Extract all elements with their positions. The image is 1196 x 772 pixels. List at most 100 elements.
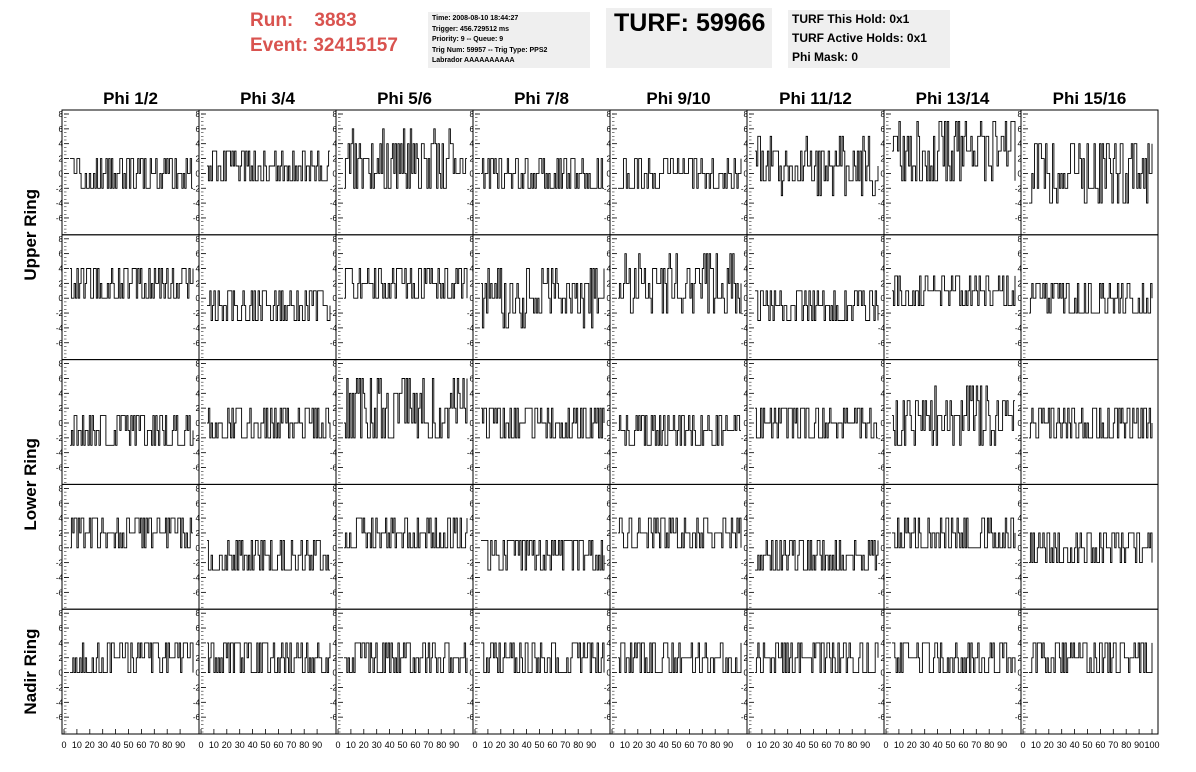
x-tick-label: 10 — [72, 740, 82, 750]
waveform-trace — [207, 150, 330, 182]
ring-label: Upper Ring — [21, 189, 40, 281]
waveform-trace — [1029, 532, 1153, 564]
y-tick-label: 2 — [59, 155, 64, 164]
y-tick-label: -2 — [741, 309, 749, 318]
y-tick-label: 4 — [881, 140, 886, 149]
y-tick-label: 8 — [333, 360, 338, 369]
trigger-num-type: Trig Num: 59957 -- Trig Type: PPS2 — [432, 46, 548, 54]
x-tick-label: 80 — [162, 740, 172, 750]
y-tick-label: 0 — [744, 169, 749, 178]
y-tick-label: 0 — [744, 544, 749, 553]
y-tick-label: 8 — [59, 110, 64, 119]
column-title: Phi 5/6 — [377, 89, 432, 108]
y-tick-label: -6 — [193, 588, 201, 597]
y-tick-label: 4 — [744, 140, 749, 149]
y-tick-label: 6 — [744, 250, 749, 259]
y-tick-label: 0 — [333, 419, 338, 428]
y-tick-label: 6 — [881, 125, 886, 134]
waveform-trace — [618, 415, 741, 446]
y-tick-label: -2 — [1015, 559, 1023, 568]
column-title: Phi 13/14 — [916, 89, 990, 108]
y-tick-label: 8 — [59, 609, 64, 618]
y-tick-label: 2 — [744, 279, 749, 288]
y-tick-label: -2 — [56, 434, 64, 443]
y-tick-label: 0 — [607, 419, 612, 428]
y-tick-label: 2 — [607, 279, 612, 288]
y-tick-label: -2 — [330, 309, 338, 318]
y-tick-label: 0 — [881, 544, 886, 553]
trigger-priority: Priority: 9 -- Queue: 9 — [432, 36, 504, 43]
y-tick-label: 6 — [470, 499, 475, 508]
y-tick-label: 0 — [333, 669, 338, 678]
y-tick-label: 4 — [333, 265, 338, 274]
y-tick-label: 8 — [744, 360, 749, 369]
y-tick-label: -6 — [878, 588, 886, 597]
x-tick-label: 40 — [111, 740, 121, 750]
y-tick-label: 6 — [470, 374, 475, 383]
x-tick-label: 0 — [883, 740, 888, 750]
y-tick-label: 2 — [196, 654, 201, 663]
y-tick-label: 6 — [470, 125, 475, 134]
waveform-trace — [70, 517, 193, 549]
waveform-trace — [892, 275, 1016, 307]
x-tick-label: 50 — [123, 740, 133, 750]
y-tick-label: 4 — [744, 514, 749, 523]
y-tick-label: -4 — [193, 199, 201, 208]
y-tick-label: -6 — [1015, 588, 1023, 597]
y-tick-label: 2 — [607, 654, 612, 663]
y-tick-label: 8 — [470, 235, 475, 244]
x-tick-label: 90 — [860, 740, 870, 750]
y-tick-label: -4 — [330, 698, 338, 707]
x-tick-label: 60 — [684, 740, 694, 750]
y-tick-label: -4 — [878, 449, 886, 458]
y-tick-label: 2 — [196, 279, 201, 288]
y-tick-label: 0 — [333, 294, 338, 303]
y-tick-label: -2 — [604, 184, 612, 193]
waveform-trace — [70, 642, 194, 674]
y-tick-label: 2 — [1018, 279, 1023, 288]
x-tick-label: 0 — [609, 740, 614, 750]
y-tick-label: -4 — [604, 449, 612, 458]
y-tick-label: 4 — [470, 265, 475, 274]
y-tick-label: 6 — [333, 499, 338, 508]
y-tick-label: 2 — [744, 155, 749, 164]
y-tick-label: 2 — [470, 404, 475, 413]
y-tick-label: 2 — [1018, 654, 1023, 663]
y-tick-label: -6 — [330, 588, 338, 597]
x-tick-label: 20 — [633, 740, 643, 750]
y-tick-label: -6 — [330, 339, 338, 348]
x-tick-label: 0 — [335, 740, 340, 750]
run-value: 3883 — [314, 10, 357, 31]
x-tick-label: 80 — [1121, 740, 1131, 750]
y-tick-label: 0 — [881, 669, 886, 678]
y-tick-label: -4 — [1015, 574, 1023, 583]
y-tick-label: -2 — [330, 184, 338, 193]
y-tick-label: 4 — [196, 265, 201, 274]
column-title: Phi 15/16 — [1053, 89, 1127, 108]
x-tick-label: 40 — [796, 740, 806, 750]
x-tick-label: 0 — [198, 740, 203, 750]
y-tick-label: 6 — [470, 624, 475, 633]
x-tick-label: 30 — [1057, 740, 1067, 750]
trigger-info-box: Time: 2008-08-10 18:44:27 Trigger: 456.7… — [428, 12, 590, 68]
x-tick-label: 30 — [98, 740, 108, 750]
y-tick-label: -2 — [193, 434, 201, 443]
y-tick-label: -2 — [56, 309, 64, 318]
y-tick-label: 8 — [607, 110, 612, 119]
y-tick-label: -6 — [878, 464, 886, 473]
waveform-trace — [344, 642, 468, 674]
y-tick-label: 6 — [1018, 374, 1023, 383]
x-tick-label: 80 — [436, 740, 446, 750]
event-label: Event: — [250, 35, 309, 56]
y-tick-label: -2 — [56, 184, 64, 193]
y-tick-label: 4 — [881, 265, 886, 274]
y-tick-label: 2 — [59, 279, 64, 288]
y-tick-label: 4 — [196, 140, 201, 149]
waveform-trace — [618, 158, 742, 189]
x-tick-label: 30 — [920, 740, 930, 750]
x-tick-label: 50 — [534, 740, 544, 750]
waveform-trace — [1029, 282, 1153, 314]
panel-frame — [61, 483, 200, 610]
y-tick-label: -2 — [193, 184, 201, 193]
y-tick-label: -4 — [741, 574, 749, 583]
